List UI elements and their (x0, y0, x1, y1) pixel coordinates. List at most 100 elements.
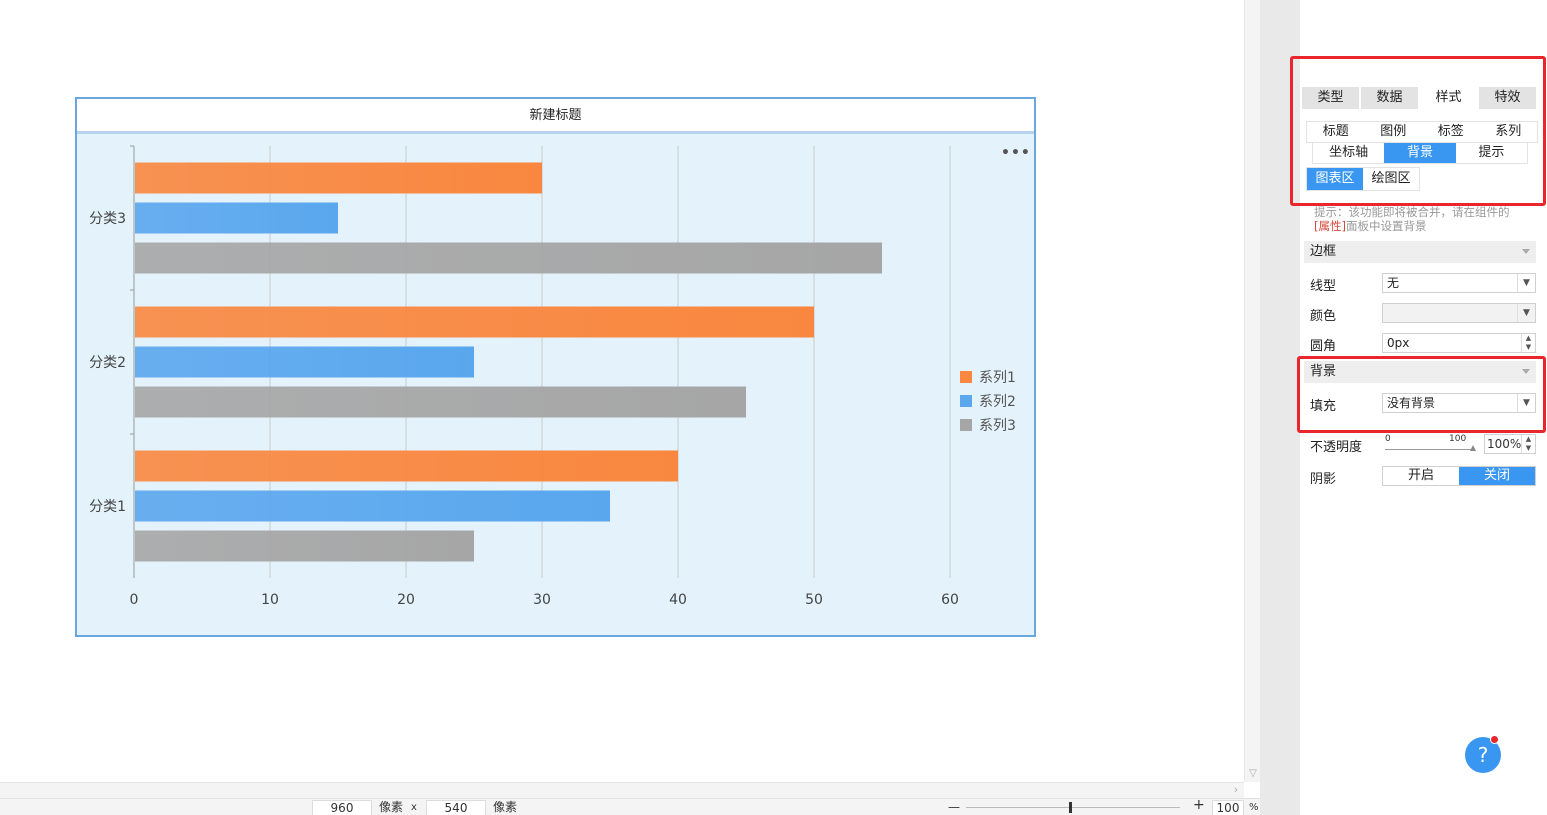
subtab-background[interactable]: 背景 (1384, 143, 1456, 163)
background-section-header[interactable]: 背景 (1304, 361, 1536, 383)
background-target-tabs: 图表区 绘图区 (1306, 167, 1420, 191)
zoom-value-input[interactable]: 100 (1212, 800, 1244, 815)
times-label: x (411, 802, 417, 813)
legend-swatch (960, 395, 972, 407)
opacity-knob[interactable] (1470, 445, 1476, 451)
border-section-header[interactable]: 边框 (1304, 241, 1536, 263)
opacity-input[interactable]: 100% ▲ ▼ (1484, 434, 1536, 454)
style-subtabs-row1: 标题 图例 标签 系列 (1306, 121, 1538, 143)
bar-系列1-分类2 (135, 306, 814, 338)
radius-value: 0px (1387, 336, 1410, 350)
horizontal-scrollbar[interactable]: › (0, 782, 1244, 798)
more-options-icon[interactable]: ••• (1001, 145, 1031, 161)
x-tick-label: 20 (397, 592, 415, 608)
opacity-track[interactable] (1385, 449, 1475, 450)
bar-系列3-分类3 (135, 242, 882, 274)
border-section-title: 边框 (1310, 244, 1337, 259)
subtab-plot-area[interactable]: 绘图区 (1371, 171, 1411, 186)
radius-input[interactable]: 0px ▲ ▼ (1382, 333, 1536, 353)
zoom-unit-label: % (1249, 802, 1259, 813)
bar-系列2-分类1 (135, 490, 610, 522)
bar-系列3-分类1 (135, 530, 474, 562)
opacity-label: 不透明度 (1310, 440, 1363, 455)
bar-系列3-分类2 (135, 386, 746, 418)
zoom-slider[interactable] (966, 807, 1180, 808)
bar-系列1-分类1 (135, 450, 678, 482)
line-type-label: 线型 (1310, 279, 1337, 294)
line-type-value: 无 (1387, 276, 1400, 290)
opacity-max: 100 (1449, 434, 1467, 444)
hint-text-2: 面板中设置背景 (1345, 219, 1427, 233)
color-label: 颜色 (1310, 309, 1337, 324)
collapse-caret-icon (1522, 249, 1530, 254)
height-unit-label: 像素 (493, 800, 518, 814)
scroll-down-icon[interactable]: ▽ (1249, 768, 1257, 779)
legend-label: 系列3 (979, 418, 1016, 434)
highlight-box-tabs (1290, 56, 1546, 206)
hint-highlight: [属性] (1314, 219, 1346, 233)
opacity-slider[interactable]: 0 100 (1382, 434, 1478, 452)
tab-type[interactable]: 类型 (1302, 87, 1361, 109)
tab-effects[interactable]: 特效 (1479, 87, 1538, 109)
vertical-scrollbar[interactable]: ▽ (1244, 0, 1260, 782)
chart-widget[interactable]: 新建标题 0 10 20 30 40 50 60 分类1 分类2 分类3 系列1 系列2 系列3 ••• (75, 97, 1036, 637)
zoom-out-button[interactable]: — (948, 800, 960, 814)
collapse-caret-icon (1522, 369, 1530, 374)
subtab-chart-area[interactable]: 图表区 (1307, 168, 1363, 190)
zoom-in-button[interactable]: + (1193, 797, 1205, 813)
bar-系列1-分类3 (135, 162, 542, 194)
opacity-min: 0 (1385, 434, 1391, 444)
y-category-label: 分类2 (89, 355, 126, 371)
width-unit-label: 像素 (379, 800, 404, 814)
canvas-width-input[interactable]: 960 (312, 800, 372, 815)
main-tabs: 类型 数据 样式 特效 (1302, 87, 1540, 111)
x-tick-label: 10 (261, 592, 279, 608)
subtab-title[interactable]: 标题 (1322, 124, 1349, 139)
stepper-icon[interactable]: ▲ ▼ (1521, 334, 1535, 352)
line-type-select[interactable]: 无 ▼ (1382, 273, 1536, 293)
y-category-label: 分类1 (89, 499, 126, 515)
design-canvas[interactable]: 新建标题 0 10 20 30 40 50 60 分类1 分类2 分类3 系列1 系列2 系列3 ••• (0, 0, 1244, 782)
notification-dot (1490, 735, 1499, 744)
canvas-height-input[interactable]: 540 (426, 800, 486, 815)
opacity-value: 100% (1487, 437, 1522, 451)
style-panel: 类型 数据 样式 特效 标题 图例 标签 系列 坐标轴 背景 提示 图表区 绘图… (1300, 0, 1547, 815)
fill-select[interactable]: 没有背景 ▼ (1382, 393, 1536, 413)
color-select[interactable]: ▼ (1382, 303, 1536, 323)
merge-hint: 提示：该功能即将被合并，请在组件的 [属性]面板中设置背景 (1314, 205, 1540, 233)
status-bar: 960 像素 x 540 像素 — + 100 % (0, 798, 1260, 815)
subtab-axis[interactable]: 坐标轴 (1329, 145, 1369, 160)
x-tick-label: 30 (533, 592, 551, 608)
x-tick-label: 60 (941, 592, 959, 608)
bar-chart: 0 10 20 30 40 50 60 分类1 分类2 分类3 系列1 系列2 系列3 (89, 145, 1016, 608)
shadow-on-button[interactable]: 开启 (1383, 467, 1459, 485)
subtab-legend[interactable]: 图例 (1380, 124, 1407, 139)
tab-style[interactable]: 样式 (1420, 87, 1479, 109)
fill-value: 没有背景 (1387, 396, 1436, 410)
shadow-toggle: 开启 关闭 (1382, 466, 1536, 486)
zoom-slider-thumb[interactable] (1069, 802, 1072, 813)
subtab-label[interactable]: 标签 (1437, 124, 1464, 139)
x-tick-label: 40 (669, 592, 687, 608)
scroll-right-icon[interactable]: › (1233, 783, 1239, 796)
widget-title[interactable]: 新建标题 (77, 99, 1034, 134)
chevron-down-icon: ▼ (1517, 304, 1535, 322)
background-section-title: 背景 (1310, 364, 1337, 379)
legend-label: 系列1 (979, 370, 1016, 386)
subtab-tooltip[interactable]: 提示 (1478, 145, 1505, 160)
chevron-down-icon: ▼ (1517, 274, 1535, 292)
shadow-off-button[interactable]: 关闭 (1459, 467, 1535, 485)
radius-label: 圆角 (1310, 339, 1337, 354)
legend-swatch (960, 371, 972, 383)
x-tick-label: 0 (130, 592, 139, 608)
style-subtabs-row2: 坐标轴 背景 提示 (1312, 142, 1528, 164)
stepper-icon[interactable]: ▲ ▼ (1521, 435, 1535, 453)
bar-系列2-分类2 (135, 346, 474, 378)
panel-gutter (1260, 0, 1300, 815)
shadow-label: 阴影 (1310, 472, 1337, 487)
chevron-down-icon: ▼ (1517, 394, 1535, 412)
fill-label: 填充 (1310, 399, 1337, 414)
legend-label: 系列2 (979, 394, 1016, 410)
subtab-series[interactable]: 系列 (1495, 124, 1522, 139)
tab-data[interactable]: 数据 (1361, 87, 1420, 109)
